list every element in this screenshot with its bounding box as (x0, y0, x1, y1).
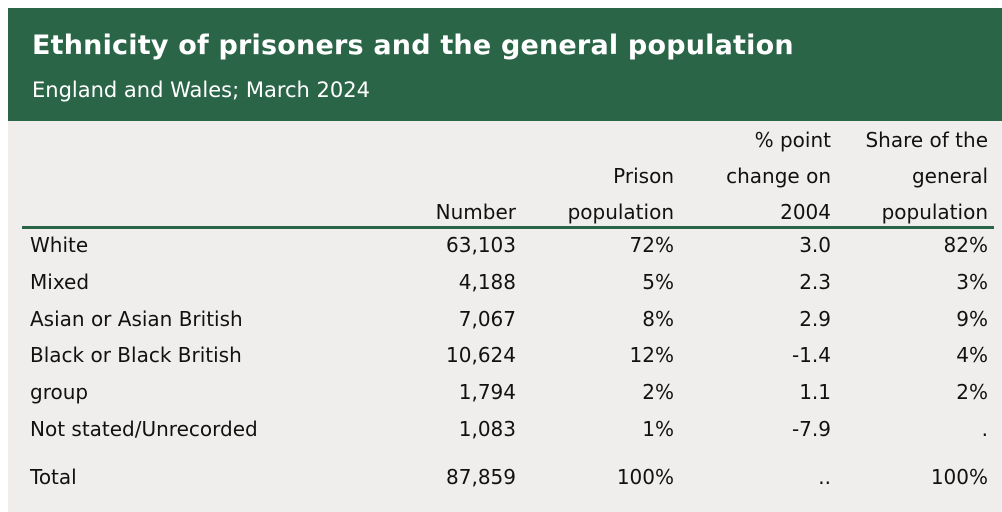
cell-number: 87,859 (446, 465, 516, 489)
cell-number: 10,624 (446, 343, 516, 367)
cell-prison-population: 72% (629, 233, 674, 257)
cell-point-change: -1.4 (791, 343, 831, 367)
cell-prison-population: 12% (629, 343, 674, 367)
cell-general-share: 82% (943, 233, 988, 257)
cell-prison-population: 1% (642, 417, 674, 441)
row-label: Total (30, 465, 77, 489)
column-header-prison-population: Prison population (568, 158, 674, 230)
cell-general-share: . (981, 417, 988, 441)
cell-number: 4,188 (458, 270, 516, 294)
cell-general-share: 9% (956, 307, 988, 331)
cell-prison-population: 2% (642, 380, 674, 404)
column-header-line: Prison (613, 164, 674, 188)
cell-general-share: 3% (956, 270, 988, 294)
cell-point-change: 3.0 (799, 233, 831, 257)
cell-prison-population: 100% (616, 465, 674, 489)
table-card: Ethnicity of prisoners and the general p… (8, 8, 1002, 512)
row-label: group (30, 380, 89, 404)
cell-number: 7,067 (458, 307, 516, 331)
table-subtitle: England and Wales; March 2024 (32, 78, 370, 102)
table-header-banner: Ethnicity of prisoners and the general p… (8, 8, 1002, 121)
column-header-general-share: Share of the general population (865, 122, 988, 230)
row-label: White (30, 233, 89, 257)
column-header-line: population (567, 200, 674, 224)
header-divider (22, 226, 994, 229)
cell-general-share: 4% (956, 343, 988, 367)
cell-number: 63,103 (446, 233, 516, 257)
row-label: Asian or Asian British (30, 307, 243, 331)
column-header-line: population (881, 200, 988, 224)
row-label: Black or Black British (30, 343, 242, 367)
row-label: Not stated/Unrecorded (30, 417, 258, 441)
column-header-line: general (911, 164, 988, 188)
cell-point-change: 2.9 (799, 307, 831, 331)
column-header-line: Number (435, 200, 516, 224)
cell-general-share: 2% (956, 380, 988, 404)
cell-point-change: 1.1 (799, 380, 831, 404)
column-header-line: % point (754, 128, 831, 152)
cell-point-change: -7.9 (791, 417, 831, 441)
cell-prison-population: 5% (642, 270, 674, 294)
cell-general-share: 100% (930, 465, 988, 489)
cell-number: 1,794 (458, 380, 516, 404)
column-header-line: 2004 (780, 200, 831, 224)
cell-point-change: .. (818, 465, 831, 489)
column-header-number: Number (436, 194, 516, 230)
cell-point-change: 2.3 (799, 270, 831, 294)
table-title: Ethnicity of prisoners and the general p… (32, 30, 794, 61)
column-header-line: change on (726, 164, 831, 188)
column-header-point-change: % point change on 2004 (726, 122, 831, 230)
row-label: Mixed (30, 270, 90, 294)
column-header-line: Share of the (865, 128, 988, 152)
cell-prison-population: 8% (642, 307, 674, 331)
cell-number: 1,083 (458, 417, 516, 441)
